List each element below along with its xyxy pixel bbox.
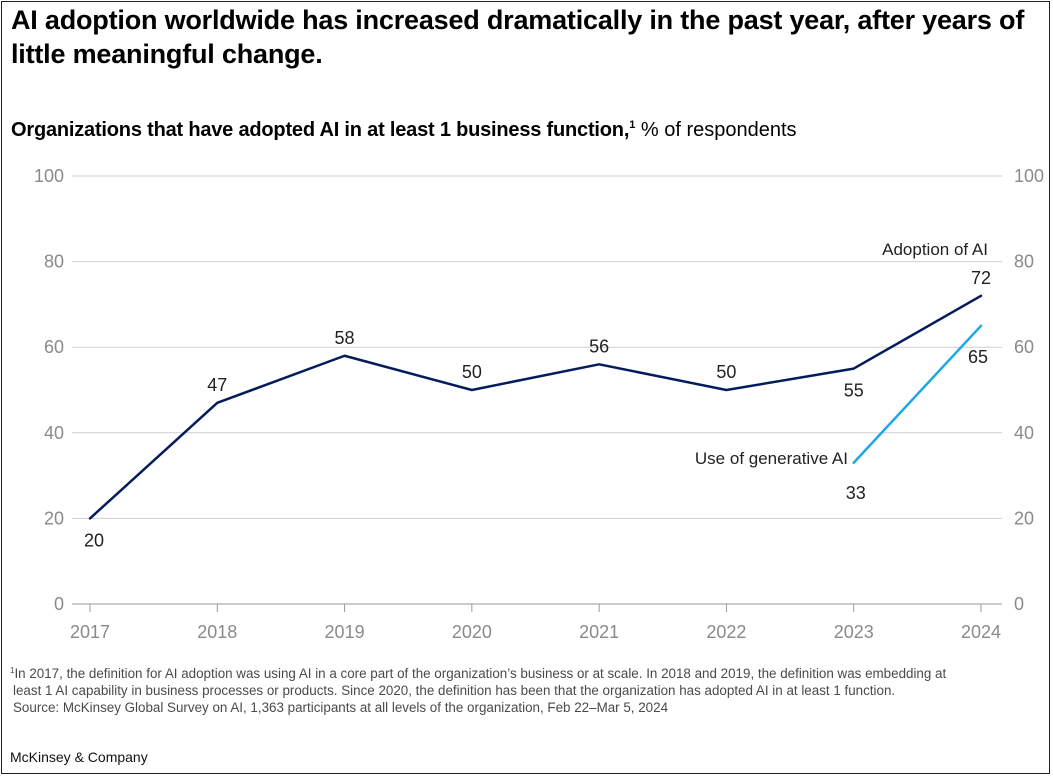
y-tick-label-right: 0	[1014, 594, 1024, 614]
series-label-adoption: Adoption of AI	[882, 240, 988, 259]
series-label-genai: Use of generative AI	[695, 449, 848, 468]
series-line-2	[852, 324, 983, 465]
data-label-adoption: 55	[844, 381, 864, 401]
subtitle-footnote-marker: 1	[629, 119, 636, 131]
y-tick-label-right: 80	[1014, 252, 1034, 272]
subtitle-unit: % of respondents	[635, 119, 797, 141]
x-tick-label: 2018	[197, 622, 237, 642]
series-line-1	[88, 294, 983, 520]
subtitle-main: Organizations that have adopted AI in at…	[11, 119, 630, 141]
data-label-adoption: 58	[335, 328, 355, 348]
data-label-genai: 33	[846, 483, 866, 503]
x-tick-label: 2019	[325, 622, 365, 642]
data-label-adoption: 47	[207, 375, 227, 395]
footnote-line-1: 1In 2017, the definition for AI adoption…	[10, 666, 947, 681]
chart-subtitle: Organizations that have adopted AI in at…	[11, 112, 797, 143]
y-tick-label-left: 100	[34, 166, 64, 186]
x-tick-label: 2021	[579, 622, 619, 642]
footnote-source: Source: McKinsey Global Survey on AI, 1,…	[13, 700, 669, 715]
data-label-adoption: 50	[462, 362, 482, 382]
y-tick-label-left: 80	[44, 252, 64, 272]
headline: AI adoption worldwide has increased dram…	[11, 5, 1025, 69]
footnote-line-2: least 1 AI capability in business proces…	[13, 683, 896, 698]
y-tick-label-left: 60	[44, 337, 64, 357]
y-tick-label-right: 100	[1014, 166, 1044, 186]
brand-logo-text: McKinsey & Company	[10, 749, 148, 765]
y-tick-label-left: 0	[54, 594, 64, 614]
x-tick-label: 2024	[961, 622, 1001, 642]
x-tick-label: 2020	[452, 622, 492, 642]
footnote: 1In 2017, the definition for AI adoption…	[10, 662, 1045, 716]
x-tick-label: 2017	[70, 622, 110, 642]
data-label-adoption: 72	[971, 268, 991, 288]
footnote-marker: 1	[10, 666, 15, 675]
x-tick-label: 2022	[706, 622, 746, 642]
data-label-adoption: 50	[716, 362, 736, 382]
data-label-adoption: 20	[84, 530, 104, 550]
x-tick-label: 2023	[834, 622, 874, 642]
y-tick-label-right: 60	[1014, 337, 1034, 357]
y-tick-label-right: 40	[1014, 423, 1034, 443]
data-label-genai: 65	[968, 347, 988, 367]
y-tick-label-left: 40	[44, 423, 64, 443]
data-label-adoption: 56	[589, 336, 609, 356]
y-tick-label-left: 20	[44, 508, 64, 528]
y-tick-label-right: 20	[1014, 508, 1034, 528]
